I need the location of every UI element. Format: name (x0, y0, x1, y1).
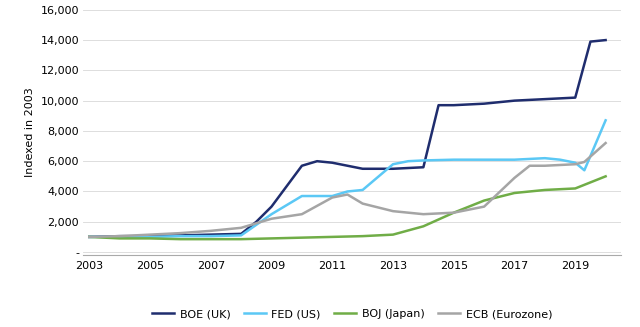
BOJ (Japan) (359, 234, 367, 238)
BOE (UK) (435, 103, 442, 107)
BOE (UK) (587, 40, 595, 43)
ECB (Eurozone) (268, 217, 275, 221)
ECB (Eurozone) (207, 229, 214, 233)
FED (US) (556, 158, 564, 162)
FED (US) (602, 118, 609, 122)
ECB (Eurozone) (344, 193, 351, 197)
ECB (Eurozone) (389, 209, 397, 213)
Line: BOJ (Japan): BOJ (Japan) (89, 176, 605, 239)
BOE (UK) (602, 38, 609, 42)
BOJ (Japan) (328, 235, 336, 239)
ECB (Eurozone) (420, 212, 428, 216)
Line: ECB (Eurozone): ECB (Eurozone) (89, 143, 605, 237)
ECB (Eurozone) (541, 164, 548, 168)
FED (US) (541, 156, 548, 160)
BOE (UK) (313, 159, 321, 163)
FED (US) (85, 235, 93, 239)
BOJ (Japan) (420, 224, 428, 228)
BOE (UK) (420, 165, 428, 169)
ECB (Eurozone) (237, 226, 245, 230)
BOE (UK) (541, 97, 548, 101)
BOJ (Japan) (480, 198, 488, 202)
BOE (UK) (344, 164, 351, 168)
BOE (UK) (450, 103, 458, 107)
BOJ (Japan) (207, 237, 214, 241)
BOE (UK) (85, 235, 93, 239)
BOE (UK) (572, 96, 579, 100)
ECB (Eurozone) (602, 141, 609, 145)
BOJ (Japan) (572, 186, 579, 190)
FED (US) (177, 234, 184, 238)
BOE (UK) (359, 167, 367, 171)
ECB (Eurozone) (177, 231, 184, 235)
FED (US) (146, 235, 154, 239)
ECB (Eurozone) (146, 233, 154, 237)
ECB (Eurozone) (480, 205, 488, 209)
BOE (UK) (146, 234, 154, 238)
BOJ (Japan) (177, 237, 184, 241)
BOE (UK) (389, 167, 397, 171)
ECB (Eurozone) (526, 164, 534, 168)
FED (US) (344, 190, 351, 194)
BOE (UK) (480, 102, 488, 106)
BOJ (Japan) (541, 188, 548, 192)
BOJ (Japan) (85, 235, 93, 239)
FED (US) (268, 212, 275, 216)
BOE (UK) (237, 232, 245, 236)
FED (US) (359, 188, 367, 192)
BOJ (Japan) (298, 236, 306, 240)
ECB (Eurozone) (298, 212, 306, 216)
FED (US) (298, 194, 306, 198)
FED (US) (450, 158, 458, 162)
BOE (UK) (177, 233, 184, 237)
BOJ (Japan) (389, 233, 397, 237)
BOE (UK) (298, 164, 306, 168)
ECB (Eurozone) (328, 196, 336, 199)
BOE (UK) (328, 161, 336, 165)
ECB (Eurozone) (85, 235, 93, 239)
ECB (Eurozone) (572, 162, 579, 166)
FED (US) (116, 235, 124, 239)
Legend: BOE (UK), FED (US), BOJ (Japan), ECB (Eurozone): BOE (UK), FED (US), BOJ (Japan), ECB (Eu… (147, 305, 557, 324)
ECB (Eurozone) (511, 176, 518, 180)
FED (US) (420, 159, 428, 163)
BOJ (Japan) (602, 174, 609, 178)
Line: FED (US): FED (US) (89, 120, 605, 237)
ECB (Eurozone) (450, 211, 458, 215)
Y-axis label: Indexed in 2003: Indexed in 2003 (25, 88, 35, 177)
BOJ (Japan) (511, 191, 518, 195)
ECB (Eurozone) (580, 160, 588, 164)
FED (US) (237, 233, 245, 237)
FED (US) (572, 161, 579, 165)
FED (US) (207, 234, 214, 238)
FED (US) (328, 194, 336, 198)
FED (US) (511, 158, 518, 162)
FED (US) (580, 168, 588, 172)
Line: BOE (UK): BOE (UK) (89, 40, 605, 237)
BOJ (Japan) (450, 211, 458, 215)
BOJ (Japan) (116, 236, 124, 240)
FED (US) (389, 162, 397, 166)
BOJ (Japan) (237, 237, 245, 241)
BOE (UK) (253, 220, 260, 224)
FED (US) (404, 159, 412, 163)
BOE (UK) (268, 205, 275, 209)
BOJ (Japan) (146, 236, 154, 240)
ECB (Eurozone) (116, 234, 124, 238)
BOE (UK) (511, 99, 518, 103)
BOE (UK) (207, 233, 214, 237)
BOJ (Japan) (268, 236, 275, 240)
ECB (Eurozone) (359, 202, 367, 206)
BOE (UK) (116, 234, 124, 238)
FED (US) (480, 158, 488, 162)
